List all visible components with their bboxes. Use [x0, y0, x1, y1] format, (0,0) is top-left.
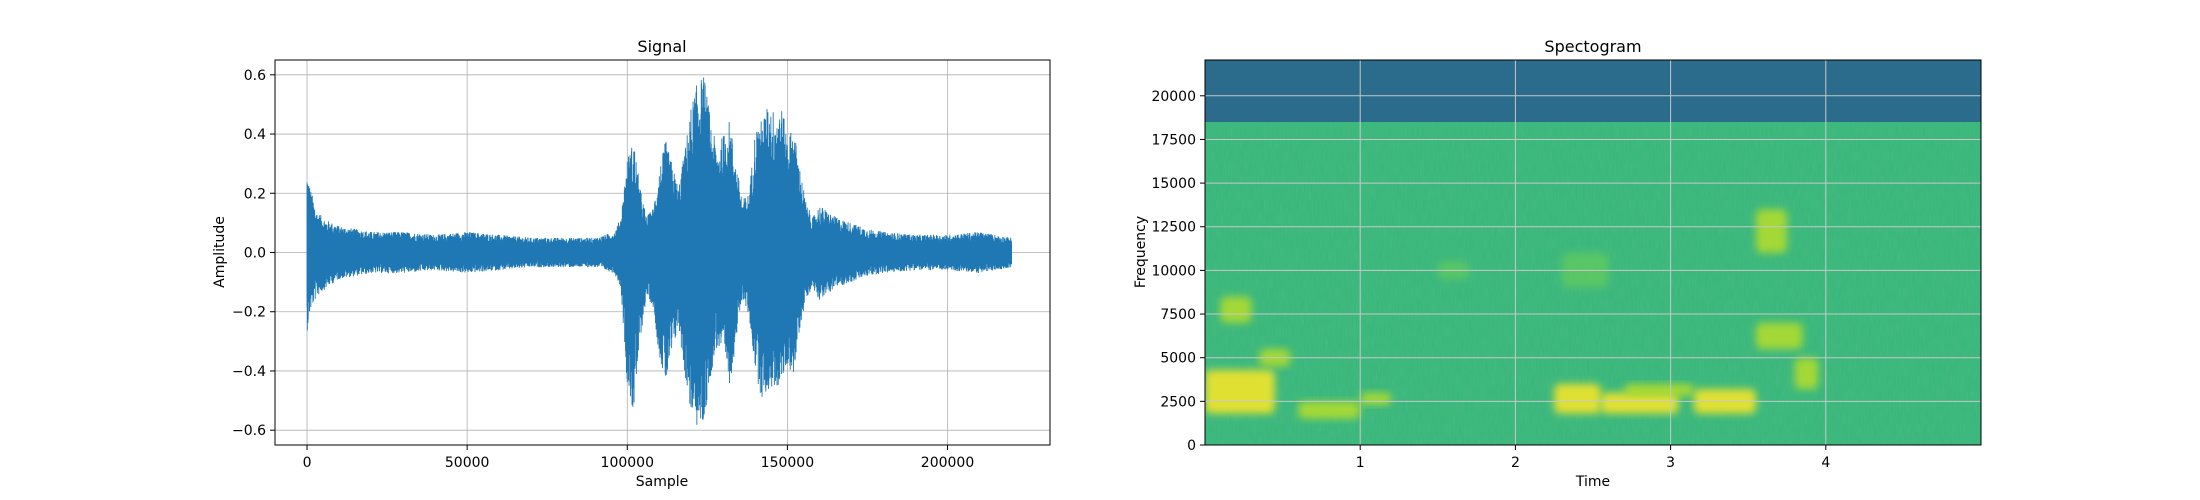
spectrogram-x-label: Time — [1575, 474, 1610, 490]
spectrogram-y-tick-label: 7500 — [1160, 307, 1196, 323]
spectrogram-hotspot-7 — [1624, 383, 1694, 397]
signal-y-label: Amplitude — [212, 216, 228, 288]
spectrogram-y-tick-label: 5000 — [1160, 351, 1196, 367]
spectrogram-y-tick-label: 0 — [1187, 438, 1196, 454]
spectrogram-chart: Spectogram 1 2 3 4 0 2500 5000 7500 10000 12500 1… — [1133, 37, 1982, 490]
signal-x-tick-label: 200000 — [921, 455, 974, 471]
spectrogram-y-tick-label: 17500 — [1151, 132, 1196, 148]
signal-x-label: Sample — [636, 474, 689, 490]
spectrogram-hotspot-0 — [1205, 369, 1275, 414]
signal-y-ticks: −0.6 −0.4 −0.2 0.0 0.2 0.4 0.6 — [232, 68, 275, 439]
signal-y-tick-label: 0.2 — [244, 186, 266, 202]
spectrogram-hotspot-1 — [1220, 296, 1252, 323]
signal-title: Signal — [637, 37, 686, 56]
signal-x-tick-label: 100000 — [601, 455, 654, 471]
spectrogram-y-tick-label: 20000 — [1151, 89, 1196, 105]
spectrogram-x-tick-label: 2 — [1511, 455, 1520, 471]
spectrogram-hotspot-10 — [1755, 209, 1787, 253]
spectrogram-cutoff-band — [1205, 60, 1981, 122]
signal-x-ticks: 0 50000 100000 150000 200000 — [303, 445, 974, 471]
signal-y-tick-label: −0.4 — [232, 364, 266, 380]
spectrogram-x-tick-label: 1 — [1356, 455, 1365, 471]
spectrogram-hotspot-6 — [1600, 392, 1679, 414]
spectrogram-texture — [1205, 60, 1981, 445]
spectrogram-title: Spectogram — [1544, 37, 1641, 56]
signal-y-tick-label: 0.0 — [244, 246, 266, 262]
signal-x-tick-label: 0 — [303, 455, 312, 471]
spectrogram-grid — [1205, 60, 1981, 445]
spectrogram-x-tick-label: 4 — [1821, 455, 1830, 471]
spectrogram-y-tick-label: 10000 — [1151, 263, 1196, 279]
signal-plot-area — [306, 77, 1013, 425]
signal-y-tick-label: −0.2 — [232, 305, 266, 321]
signal-y-tick-label: 0.4 — [244, 127, 266, 143]
signal-x-tick-label: 150000 — [761, 455, 814, 471]
spectrogram-hotspot-3 — [1298, 401, 1361, 419]
spectrogram-axes-frame — [1204, 59, 1982, 446]
spectrogram-y-tick-label: 12500 — [1151, 220, 1196, 236]
spectrogram-y-label: Frequency — [1133, 216, 1149, 288]
spectrogram-x-tick-label: 3 — [1666, 455, 1675, 471]
signal-line — [306, 77, 1013, 425]
spectrogram-y-tick-label: 15000 — [1151, 176, 1196, 192]
spectrogram-y-ticks: 0 2500 5000 7500 10000 12500 15000 17500 20000 — [1151, 89, 1205, 454]
spectrogram-hotspot-9 — [1755, 322, 1803, 349]
spectrogram-y-tick-label: 2500 — [1160, 394, 1196, 410]
signal-chart: Signal 0 50000 100000 150000 200000 −0.6 −0.4… — [212, 37, 1051, 490]
signal-x-tick-label: 50000 — [445, 455, 490, 471]
signal-y-tick-label: −0.6 — [232, 423, 266, 439]
spectrogram-hotspot-4 — [1360, 392, 1392, 405]
spectrogram-hotspot-5 — [1554, 383, 1601, 414]
spectrogram-hotspot-11 — [1794, 357, 1819, 390]
spectrogram-x-ticks: 1 2 3 4 — [1356, 445, 1830, 471]
signal-y-tick-label: 0.6 — [244, 68, 266, 84]
